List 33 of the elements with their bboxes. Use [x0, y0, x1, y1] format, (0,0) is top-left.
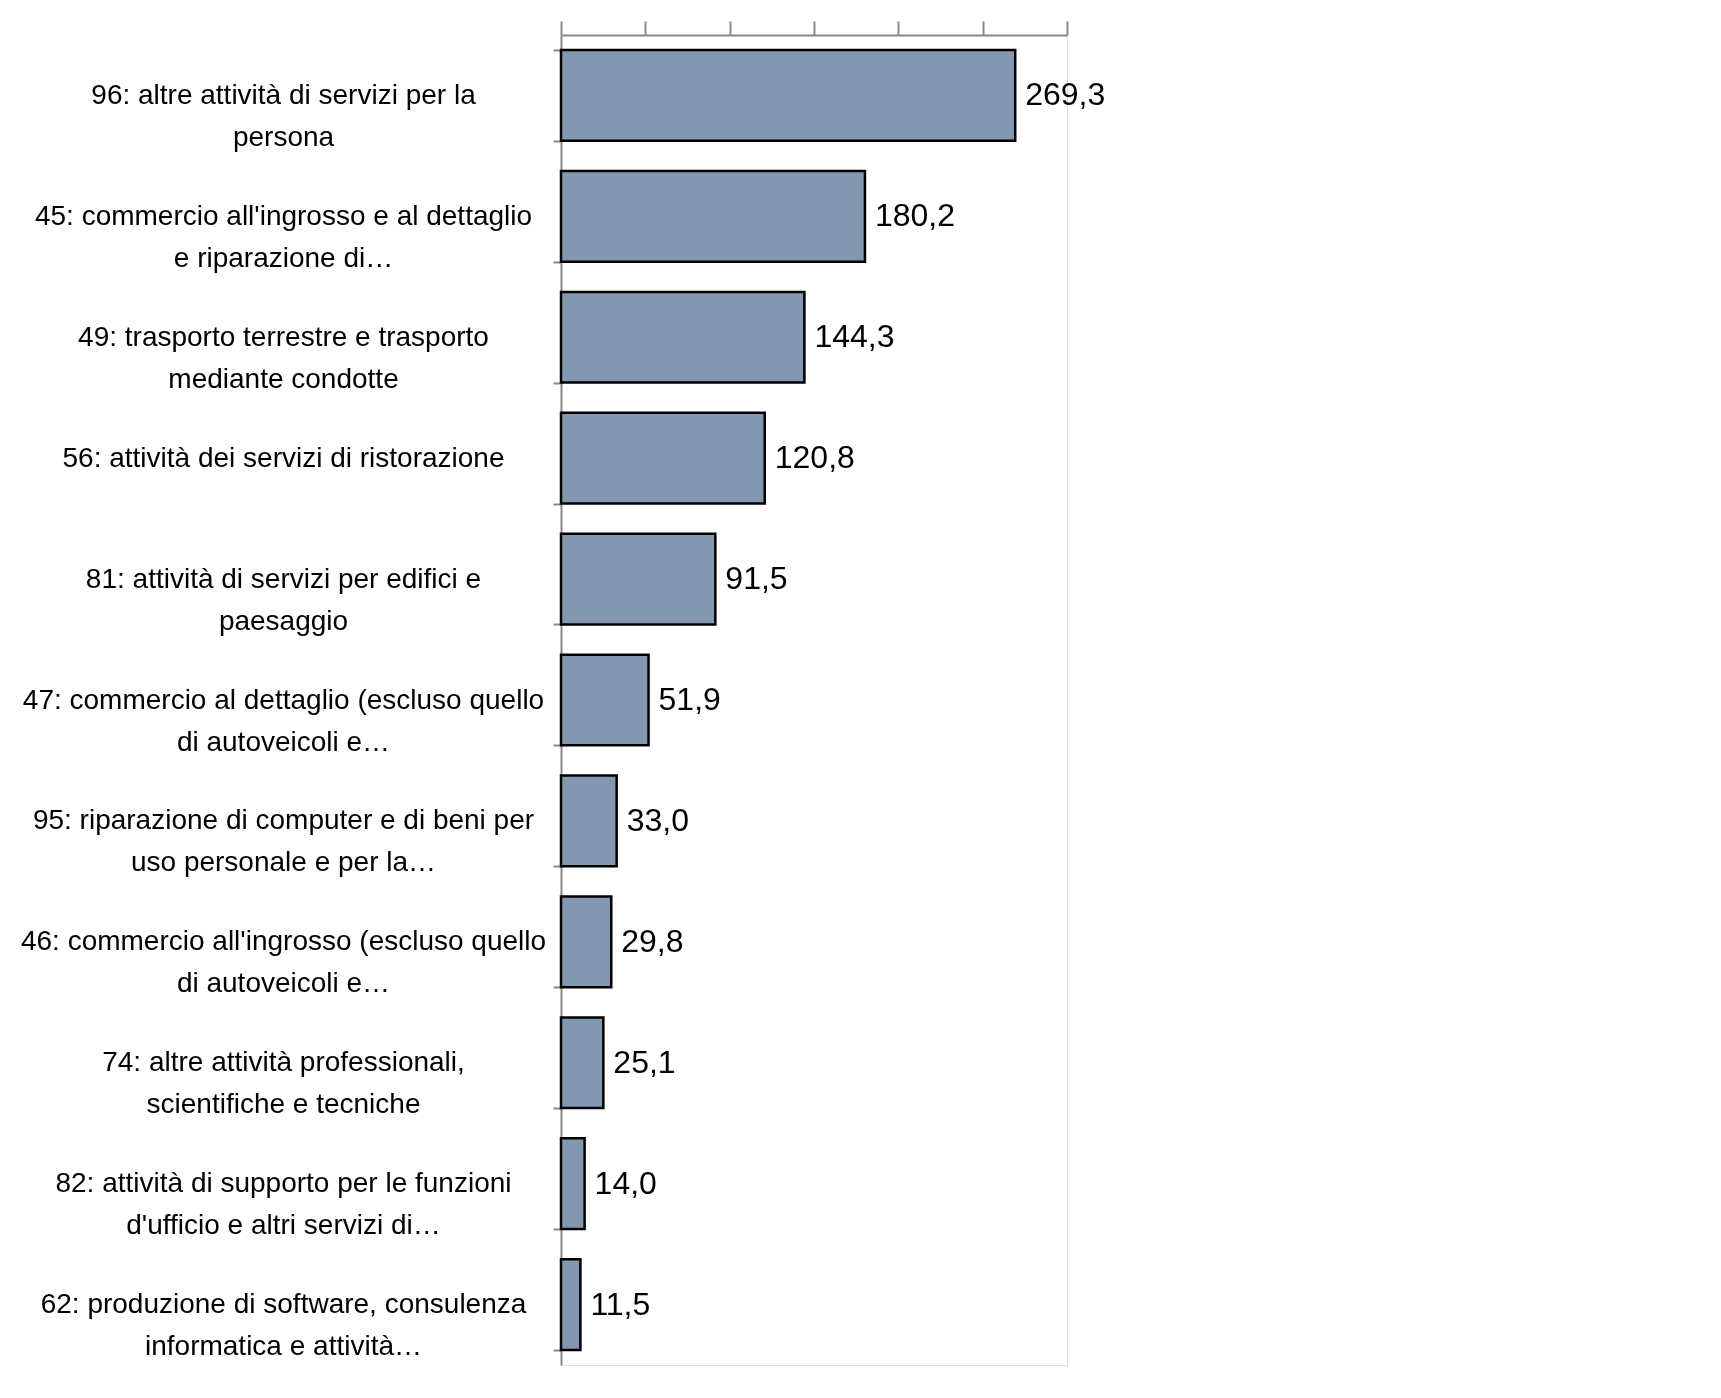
- y-tick-label: 49: trasporto terrestre e trasporto mediante condotte: [78, 320, 489, 394]
- data-label: 14,0: [594, 1164, 657, 1201]
- bar: [559, 48, 1017, 143]
- y-tick-label: 62: produzione di software, consulenza informatica e attività…: [40, 1288, 527, 1362]
- data-label: 120,8: [774, 439, 855, 476]
- bar: [559, 653, 650, 747]
- data-label: 29,8: [621, 922, 684, 959]
- y-tick-label: 96: altre attività di servizi per la persona: [91, 78, 477, 152]
- y-tick-label: 47: commercio al dettaglio (escluso quello di autoveicoli e…: [22, 683, 545, 757]
- y-tick-label: 81: attività di servizi per edifici e paesaggio: [85, 562, 482, 636]
- y-tick-label: 74: altre attività professionali, scientifiche e tecniche: [102, 1046, 465, 1120]
- y-tick-label: 45: commercio all'ingrosso e al dettaglio e riparazione di…: [34, 199, 533, 273]
- bar: [559, 1137, 586, 1231]
- bar: [559, 532, 717, 626]
- data-label: 180,2: [874, 197, 956, 234]
- bar: [559, 411, 766, 505]
- y-tick-label: 95: riparazione di computer e di beni per uso personale e per la…: [32, 804, 535, 878]
- y-tick-label: 82: attività di supporto per le funzioni d'ufficio e altri servizi di…: [55, 1167, 512, 1241]
- bar: [559, 169, 867, 263]
- y-tick-label: 56: attività dei servizi di ristorazione: [62, 441, 505, 473]
- bar: [559, 1016, 605, 1110]
- data-label: 144,3: [814, 318, 895, 355]
- bar: [559, 290, 806, 384]
- data-label: 25,1: [613, 1043, 676, 1080]
- bar: [559, 1257, 582, 1352]
- data-label: 91,5: [725, 560, 788, 597]
- bar: [559, 895, 613, 989]
- data-label: 33,0: [626, 801, 689, 838]
- data-label: 11,5: [590, 1285, 651, 1322]
- data-label: 269,3: [1025, 76, 1106, 113]
- bar: [559, 774, 618, 868]
- y-tick-label: 46: commercio all'ingrosso (escluso quello di autoveicoli e…: [20, 925, 547, 999]
- data-label: 51,9: [658, 681, 721, 717]
